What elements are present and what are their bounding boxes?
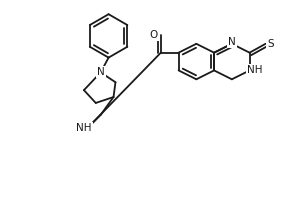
Text: NH: NH: [76, 123, 92, 133]
Text: N: N: [228, 37, 236, 47]
Text: O: O: [150, 30, 158, 40]
Text: N: N: [97, 67, 105, 77]
Text: S: S: [267, 39, 274, 49]
Text: NH: NH: [247, 65, 262, 75]
